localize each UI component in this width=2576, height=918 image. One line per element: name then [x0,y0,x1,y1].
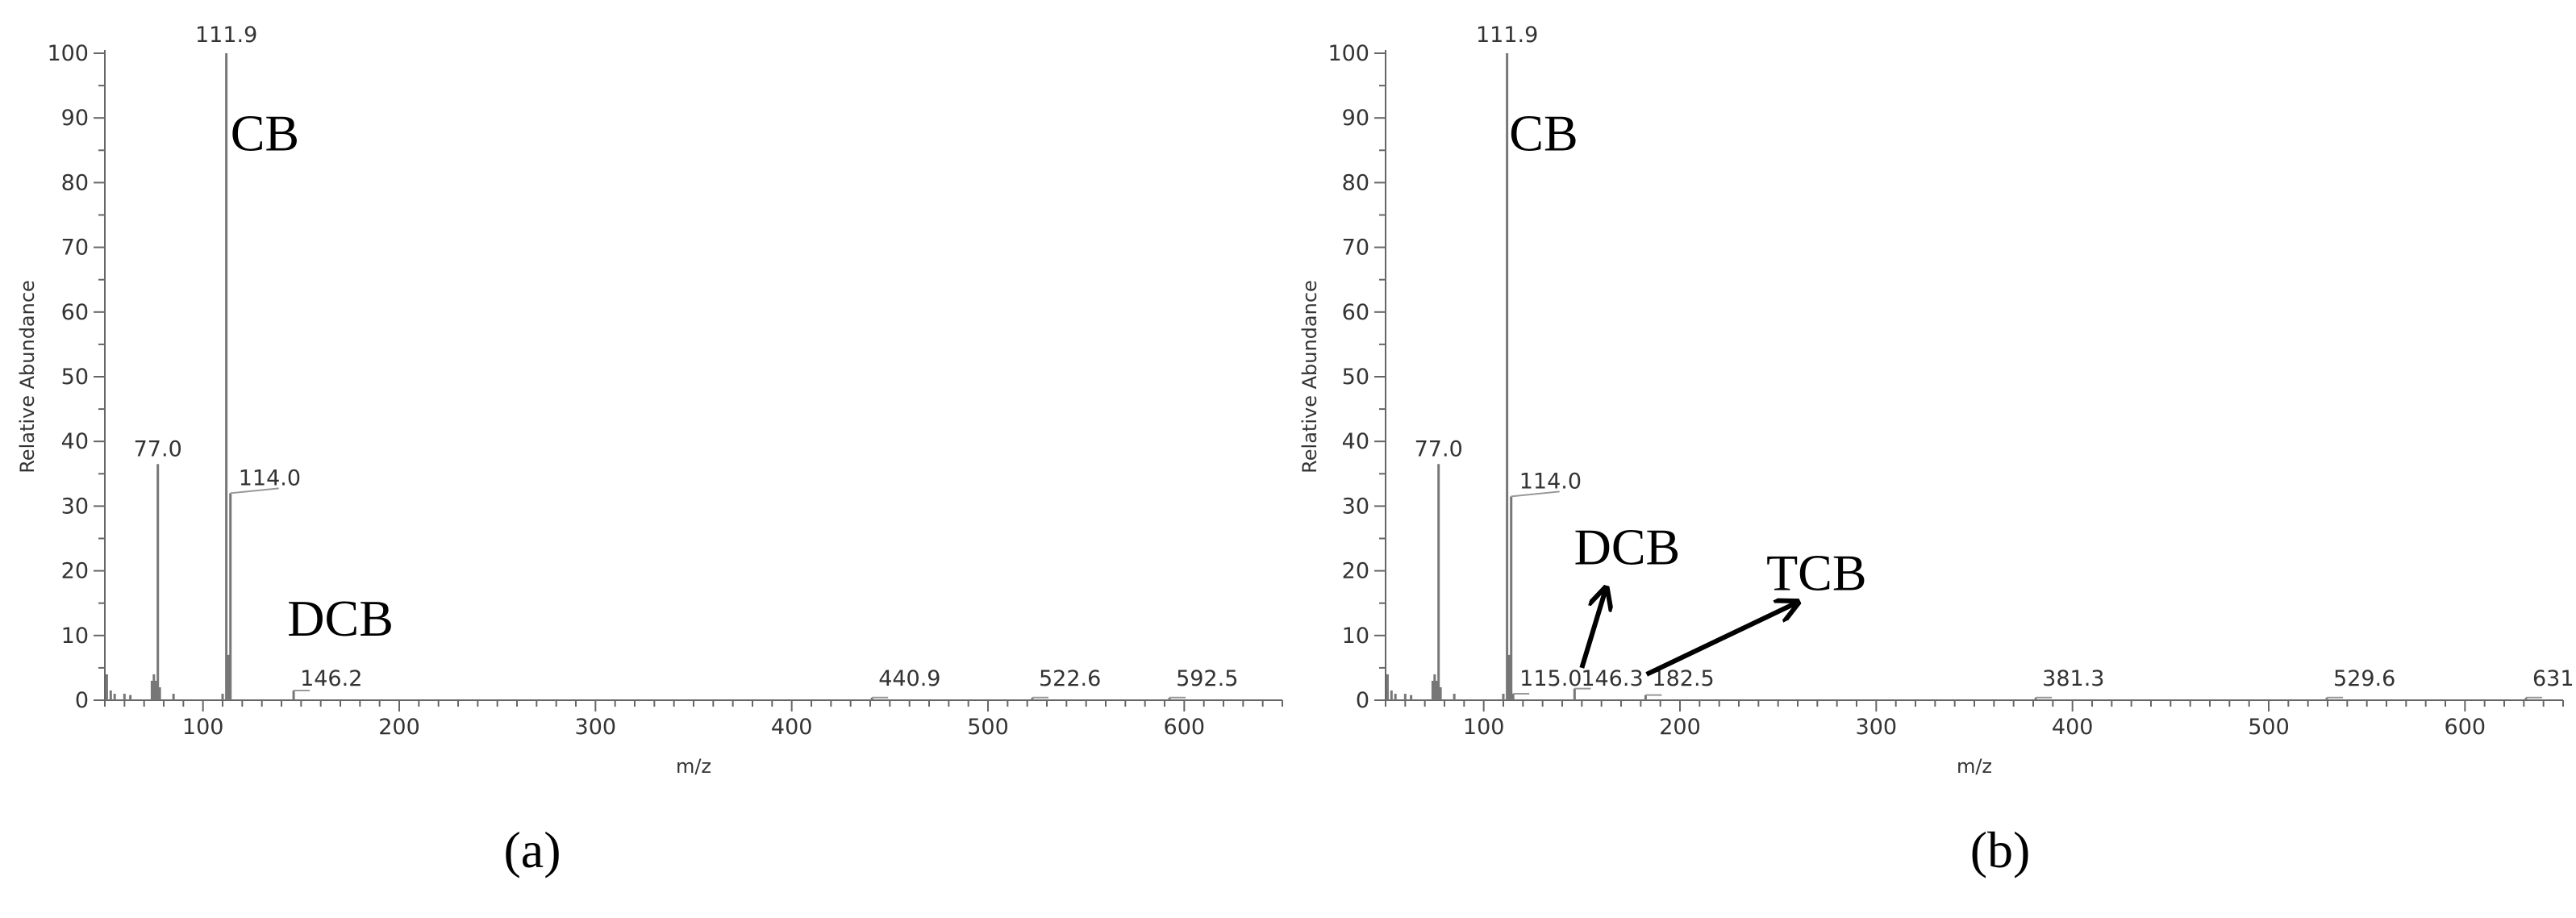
y-tick-label: 30 [1342,494,1369,519]
x-axis-title: m/z [1957,755,1992,778]
y-tick-label: 60 [61,300,89,325]
peak-label: 111.9 [1476,23,1538,48]
x-tick-label: 200 [1659,715,1701,740]
y-tick-label: 80 [1342,170,1369,195]
y-tick-label: 60 [1342,300,1369,325]
y-axis-title: Relative Abundance [16,280,39,474]
y-tick-label: 10 [61,624,89,649]
compound-annotation: TCB [1766,545,1866,602]
peak-label: 440.9 [878,666,940,691]
panel-label: (a) [503,821,561,878]
annotation-arrow [1645,603,1796,677]
annotation-arrow [1579,590,1605,669]
x-tick-label: 200 [378,715,420,740]
peak-label: 77.0 [1415,436,1463,461]
y-tick-label: 0 [75,688,89,713]
x-tick-label: 300 [1856,715,1898,740]
x-tick-label: 600 [2445,715,2486,740]
compound-annotation: CB [231,104,299,161]
peak-leader [230,487,279,494]
y-tick-label: 80 [61,170,89,195]
peak-label: 529.6 [2333,666,2395,691]
panel-label: (b) [1970,821,2031,878]
peak-leader [1511,490,1560,498]
peak-label: 146.2 [300,666,362,691]
x-tick-label: 100 [182,715,224,740]
compound-annotation: DCB [1574,519,1681,576]
y-tick-label: 50 [1342,365,1369,390]
y-tick-label: 70 [61,236,89,261]
x-tick-label: 600 [1164,715,1206,740]
x-tick-label: 300 [575,715,617,740]
peak-label: 522.6 [1039,666,1101,691]
y-tick-label: 100 [47,41,89,66]
peak-label: 114.0 [1519,469,1582,494]
peak-label: 146.3 [1581,666,1643,691]
x-tick-label: 500 [2248,715,2290,740]
y-tick-label: 0 [1356,688,1369,713]
peak-label: 592.5 [1176,666,1238,691]
x-tick-label: 100 [1463,715,1505,740]
y-tick-label: 30 [61,494,89,519]
peak-label: 115.0 [1519,666,1582,691]
y-tick-label: 90 [61,106,89,131]
spectrum-panel-a: 100 200 300 400 500 600 0 10 20 30 40 50 60 70 80 90 100… [16,23,1283,878]
x-tick-label: 400 [771,715,813,740]
y-tick-label: 10 [1342,624,1369,649]
y-tick-label: 20 [61,559,89,584]
x-axis-title: m/z [676,755,711,778]
x-tick-label: 400 [2052,715,2094,740]
peak-label: 77.0 [134,436,182,461]
peak-label: 114.0 [239,465,301,490]
y-tick-label: 40 [1342,429,1369,454]
peak-label: 381.3 [2042,666,2104,691]
y-tick-label: 20 [1342,559,1369,584]
y-tick-label: 70 [1342,236,1369,261]
y-tick-label: 50 [61,365,89,390]
peak-label: 111.9 [195,23,257,48]
y-axis-title: Relative Abundance [1298,280,1321,474]
y-tick-label: 40 [61,429,89,454]
y-tick-label: 100 [1328,41,1369,66]
compound-annotation: DCB [287,590,394,647]
spectrum-panel-b: 100 200 300 400 500 600 0 10 20 30 40 50 60 70 80 90 100… [1298,23,2576,878]
compound-annotation: CB [1509,104,1578,161]
peak-label: 631.1 [2532,666,2576,691]
peak-label: 182.5 [1652,666,1714,691]
x-tick-label: 500 [967,715,1009,740]
y-tick-label: 90 [1342,106,1369,131]
